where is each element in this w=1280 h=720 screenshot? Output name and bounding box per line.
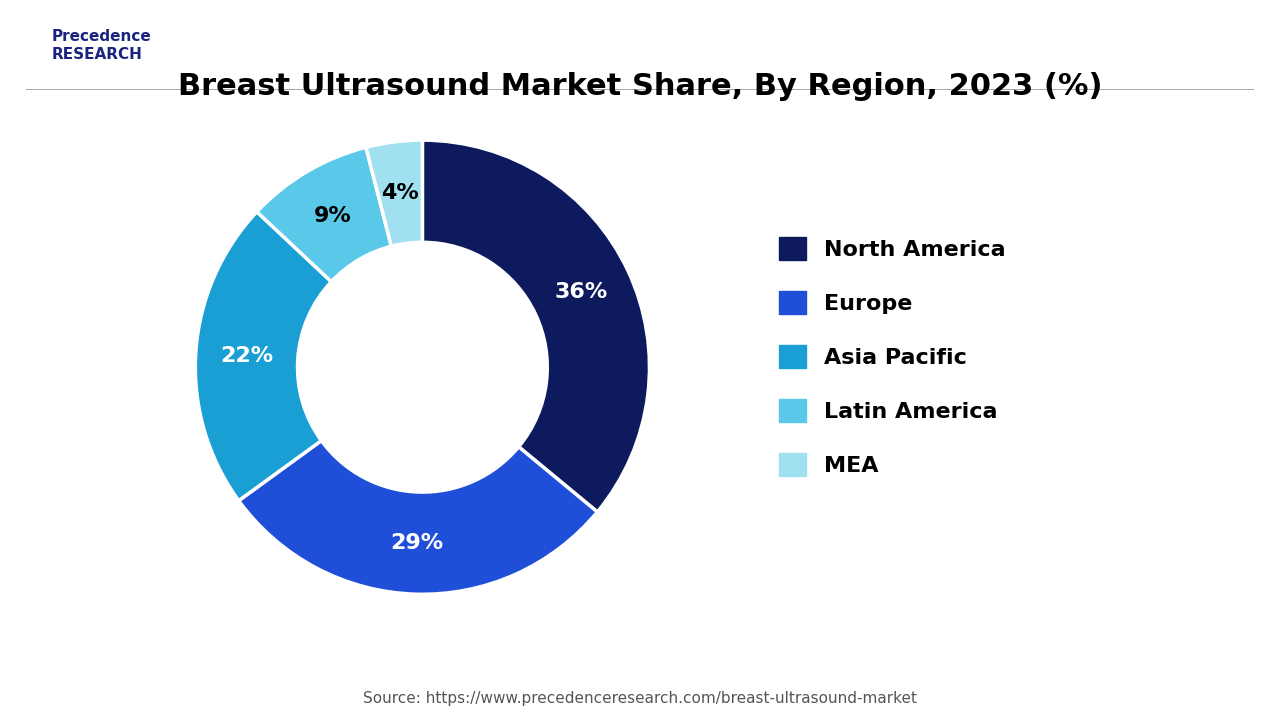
Wedge shape xyxy=(422,140,649,512)
Text: 9%: 9% xyxy=(314,206,352,226)
Legend: North America, Europe, Asia Pacific, Latin America, MEA: North America, Europe, Asia Pacific, Lat… xyxy=(780,237,1005,476)
Text: 36%: 36% xyxy=(556,282,608,302)
Wedge shape xyxy=(196,212,332,500)
Text: 22%: 22% xyxy=(220,346,274,366)
Text: 29%: 29% xyxy=(390,533,443,553)
Text: Source: https://www.precedenceresearch.com/breast-ultrasound-market: Source: https://www.precedenceresearch.c… xyxy=(364,690,916,706)
Wedge shape xyxy=(366,140,422,246)
Text: Precedence
RESEARCH: Precedence RESEARCH xyxy=(51,29,151,63)
Text: 4%: 4% xyxy=(381,183,420,202)
Wedge shape xyxy=(257,148,392,282)
Text: Breast Ultrasound Market Share, By Region, 2023 (%): Breast Ultrasound Market Share, By Regio… xyxy=(178,72,1102,101)
Wedge shape xyxy=(238,441,598,594)
